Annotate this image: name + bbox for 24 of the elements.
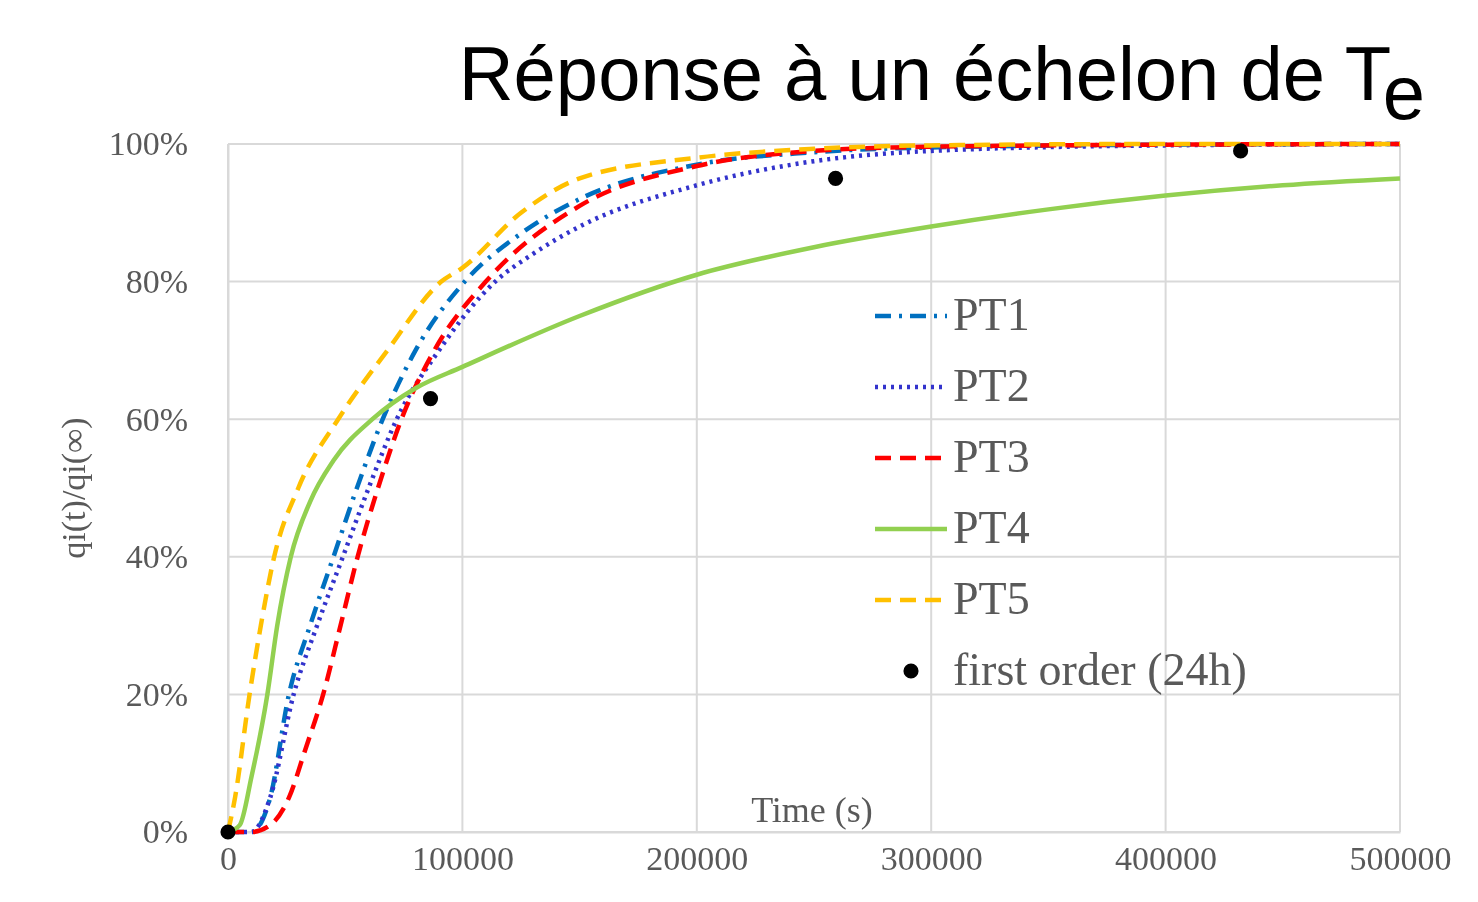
y-tick-label: 100% [108, 125, 188, 163]
point [422, 391, 439, 407]
x-tick-label: 100000 [411, 840, 514, 878]
point [220, 824, 236, 840]
legend-label: PT2 [953, 360, 1030, 411]
legend-label: PT3 [953, 431, 1030, 482]
x-tick-label: 0 [220, 840, 237, 878]
x-tick-label: 300000 [880, 840, 983, 878]
legend-label: PT1 [953, 289, 1030, 340]
y-axis-title: qi(t)/qi(∞) [55, 417, 93, 559]
y-tick-label: 40% [125, 538, 188, 576]
y-tick-label: 20% [125, 675, 188, 713]
y-tick-label: 60% [125, 400, 188, 438]
point [828, 170, 844, 186]
point [1233, 143, 1249, 159]
y-tick-label: 80% [125, 262, 188, 300]
x-tick-label: 400000 [1115, 840, 1218, 878]
x-tick-label: 200000 [646, 840, 749, 878]
legend-label: PT5 [953, 573, 1030, 624]
x-axis-title: Time (s) [751, 790, 873, 830]
y-tick-label: 0% [142, 813, 188, 851]
legend-label: PT4 [953, 502, 1030, 553]
x-tick-label: 500000 [1349, 840, 1452, 878]
legend-label: first order (24h) [953, 644, 1247, 695]
